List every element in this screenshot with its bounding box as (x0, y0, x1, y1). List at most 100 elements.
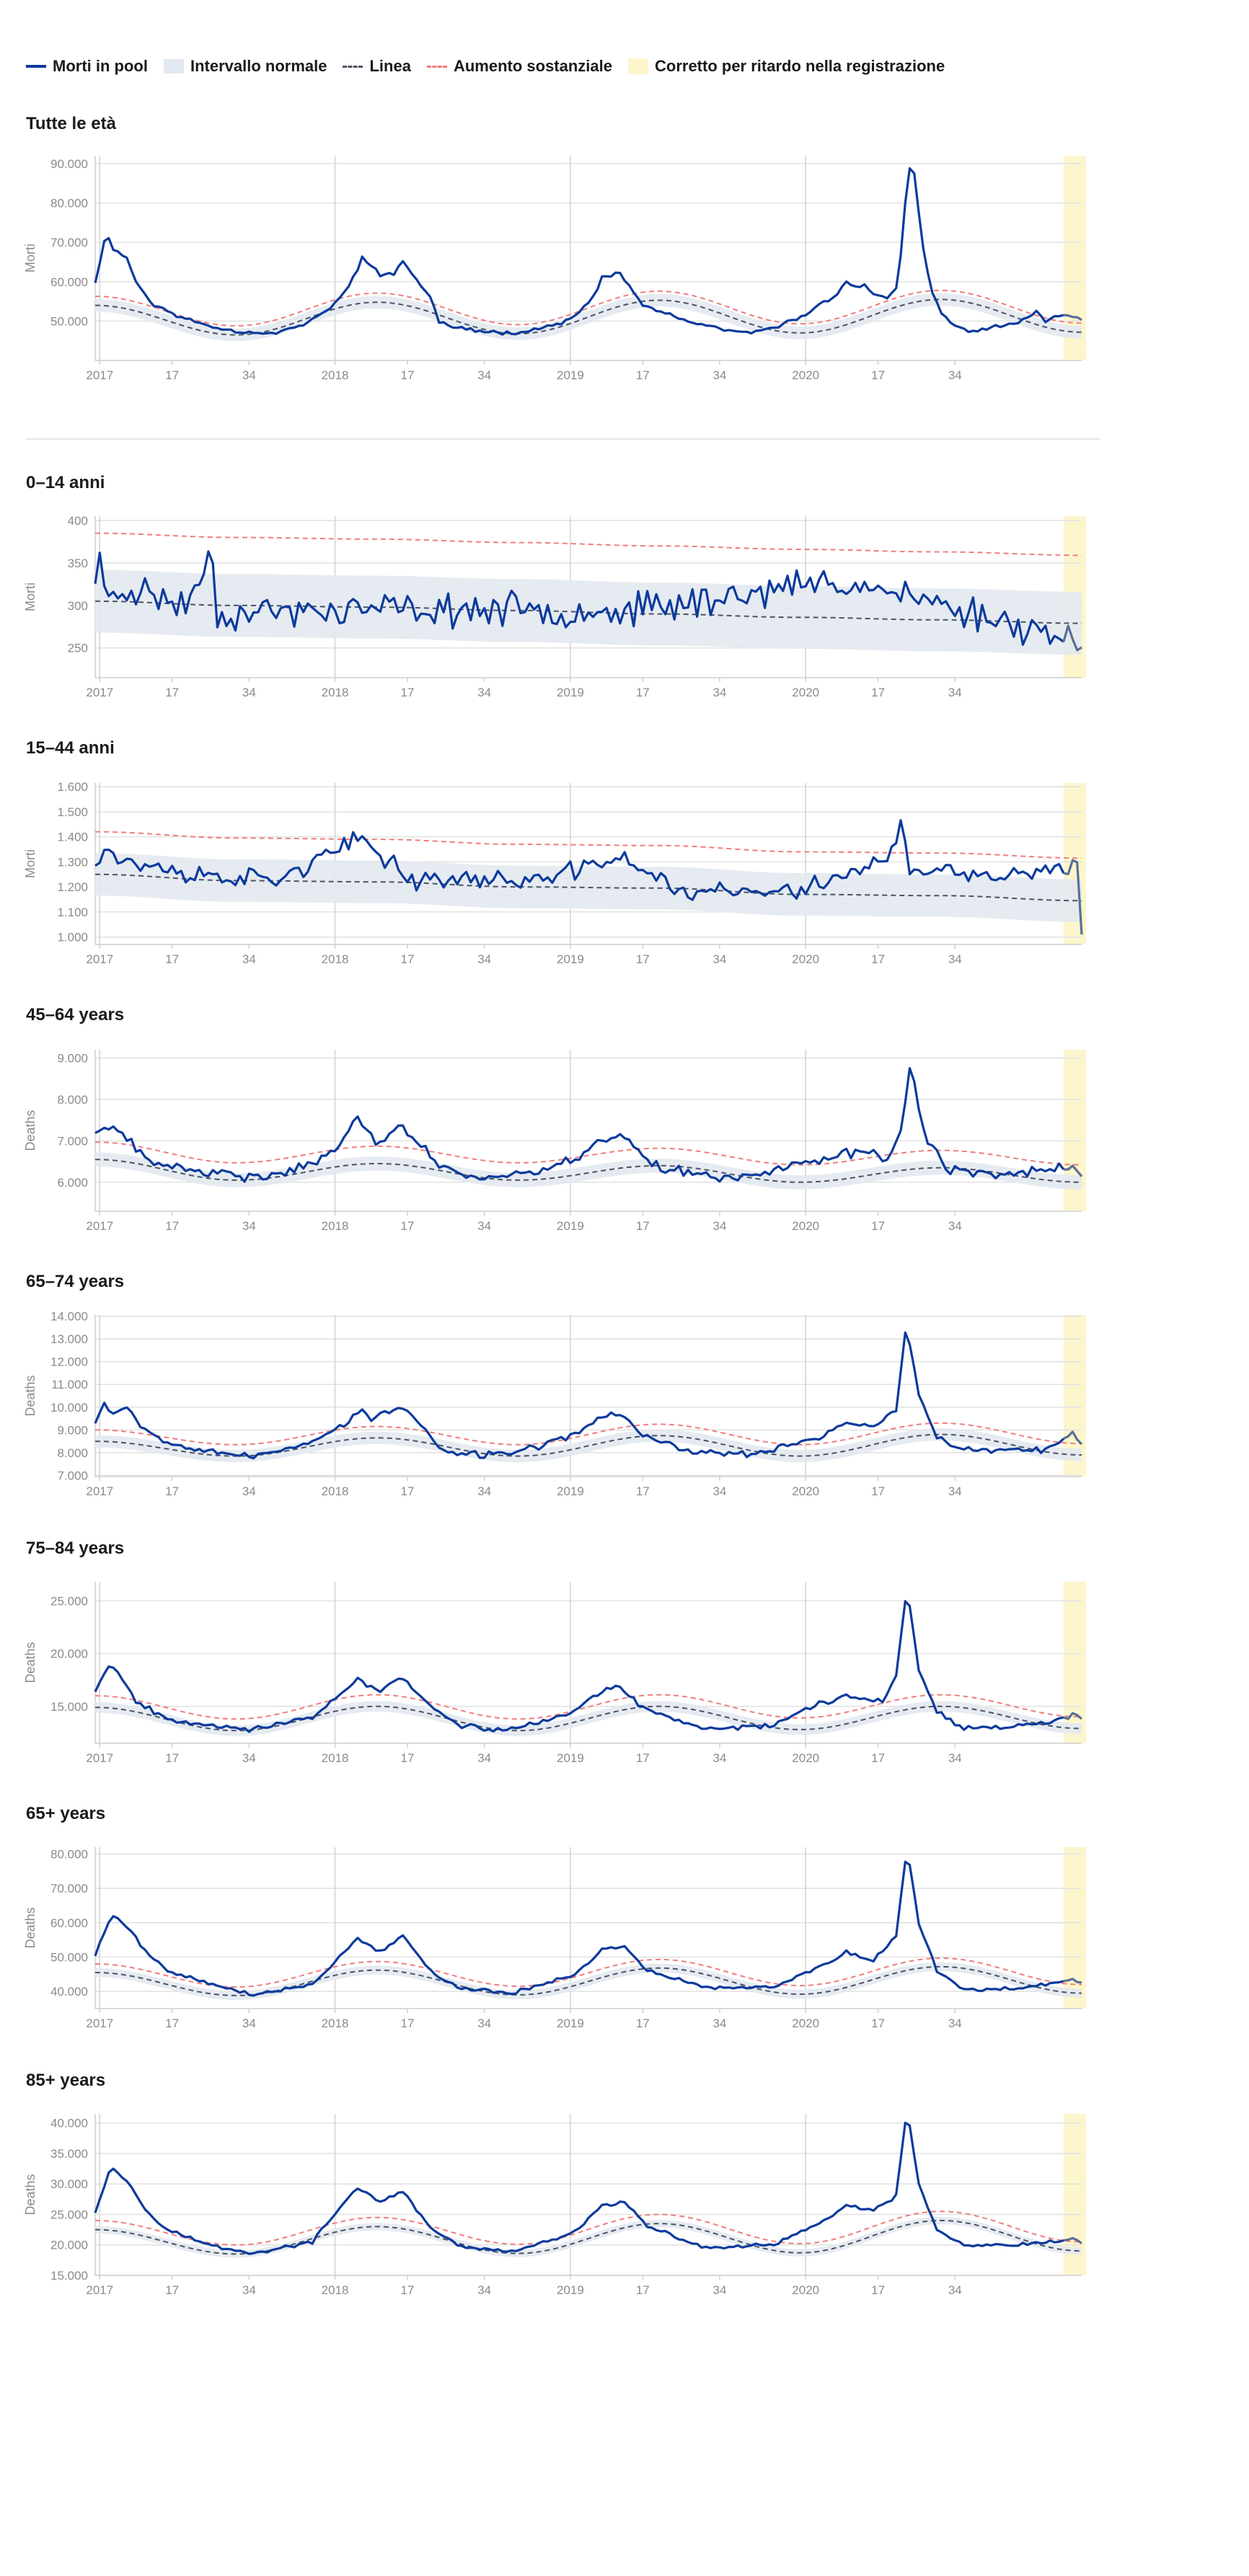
observed-deaths-delay-corrected-line (1063, 1430, 1083, 1446)
y-tick-label: 20.000 (50, 2239, 88, 2252)
x-tick-label: 34 (242, 952, 256, 966)
y-tick-label: 1.000 (57, 931, 88, 944)
y-axis-label: Deaths (23, 1907, 37, 1948)
y-tick-label: 15.000 (50, 2269, 88, 2283)
y-tick-label: 35.000 (50, 2147, 88, 2161)
baseline-line (94, 1705, 1082, 1732)
y-axis-label: Morti (23, 583, 37, 611)
y-tick-label: 300 (68, 599, 88, 613)
x-tick-label: 34 (242, 1751, 256, 1765)
x-tick-label: 34 (948, 686, 962, 699)
x-tick-label: 34 (242, 2283, 256, 2297)
observed-deaths-line (94, 819, 1065, 901)
y-tick-label: 1.500 (57, 805, 88, 819)
legend-label-substantial-increase: Aumento sostanziale (453, 57, 612, 75)
panel-title-65-plus: 65+ years (26, 1804, 106, 1823)
x-tick-label: 17 (636, 1751, 650, 1765)
legend-label-delay-corrected: Corretto per ritardo nella registrazione (655, 57, 945, 75)
x-tick-label: 17 (401, 1219, 415, 1233)
y-tick-label: 1.200 (57, 880, 88, 894)
y-tick-label: 1.300 (57, 855, 88, 869)
legend-item-substantial-increase[interactable]: Aumento sostanziale (426, 57, 612, 76)
x-tick-label: 34 (713, 1751, 727, 1765)
x-tick-label: 17 (636, 1484, 650, 1498)
x-tick-label: 2019 (557, 1751, 584, 1765)
y-tick-label: 20.000 (50, 1647, 88, 1661)
y-tick-label: 70.000 (50, 1882, 88, 1895)
x-tick-label: 17 (871, 2283, 885, 2297)
x-tick-label: 17 (871, 686, 885, 699)
y-tick-label: 400 (68, 514, 88, 528)
x-tick-label: 2020 (792, 2283, 819, 2297)
legend-item-baseline[interactable]: Linea (343, 57, 411, 76)
x-tick-label: 34 (242, 1219, 256, 1233)
x-tick-label: 2020 (792, 2017, 819, 2030)
x-tick-label: 2017 (86, 2017, 113, 2030)
legend-item-normal-range[interactable]: Intervallo normale (163, 57, 327, 76)
observed-deaths-line (94, 1067, 1065, 1183)
chart-75-84: 15.000 20.000 25.000 2017 17 34 2018 17 34 2019 17… (23, 1582, 1086, 1765)
threshold-swatch (426, 65, 447, 68)
observed-deaths-line (94, 1331, 1064, 1460)
x-tick-label: 2018 (322, 2017, 349, 2030)
x-tick-label: 17 (165, 2283, 179, 2297)
y-tick-label: 6.000 (57, 1176, 88, 1190)
normal-range-band (95, 293, 1082, 342)
x-tick-label: 17 (871, 2017, 885, 2030)
y-tick-label: 1.400 (57, 831, 88, 844)
x-tick-label: 17 (401, 952, 415, 966)
observed-deaths-line (94, 167, 1064, 336)
substantial-increase-line (94, 1422, 1082, 1446)
chart-45-64: 6.000 7.000 8.000 9.000 2017 17 34 2018 17 34 2019… (23, 1050, 1086, 1233)
x-tick-label: 34 (948, 952, 962, 966)
x-tick-label: 17 (636, 1219, 650, 1233)
x-tick-label: 2018 (322, 1219, 349, 1233)
x-tick-label: 34 (948, 2017, 962, 2030)
y-tick-label: 7.000 (57, 1134, 88, 1148)
y-tick-label: 250 (68, 642, 88, 655)
observed-deaths-delay-corrected-line (1063, 314, 1082, 322)
y-tick-label: 25.000 (50, 1594, 88, 1608)
x-tick-label: 2019 (557, 686, 584, 699)
legend-item-observed[interactable]: Morti in pool (26, 57, 148, 76)
y-tick-label: 40.000 (50, 2117, 88, 2130)
panel-title-65-74: 65–74 years (26, 1272, 125, 1291)
y-tick-label: 8.000 (57, 1093, 88, 1107)
y-tick-label: 80.000 (50, 1848, 88, 1862)
y-tick-label: 60.000 (50, 1916, 88, 1930)
y-tick-label: 350 (68, 557, 88, 570)
chart-85-plus: 15.000 20.000 25.000 30.000 35.000 40.000 2017… (23, 2114, 1086, 2297)
x-tick-label: 34 (948, 2283, 962, 2297)
chart-65-74: 7.000 8.000 9.000 10.000 11.000 12.000 13.000 1… (23, 1310, 1086, 1498)
x-tick-label: 2019 (557, 1484, 584, 1498)
baseline-line (94, 1159, 1082, 1183)
observed-deaths-delay-corrected-line (1063, 1712, 1083, 1720)
chart-65-plus: 40.000 50.000 60.000 70.000 80.000 2017 17 34 20… (23, 1847, 1086, 2030)
x-tick-label: 34 (713, 686, 727, 699)
y-tick-label: 7.000 (57, 1469, 88, 1482)
x-tick-label: 17 (636, 686, 650, 699)
x-tick-label: 34 (477, 1751, 491, 1765)
y-axis-label: Deaths (23, 1110, 37, 1151)
x-tick-label: 17 (871, 1219, 885, 1233)
x-tick-label: 17 (871, 368, 885, 382)
panel-title-0-14: 0–14 anni (26, 473, 105, 492)
y-axis-label: Deaths (23, 2174, 37, 2215)
x-tick-label: 17 (401, 368, 415, 382)
baseline-line (95, 873, 1082, 902)
delay-corrected-swatch (628, 58, 648, 74)
legend-item-delay-corrected[interactable]: Corretto per ritardo nella registrazione (628, 57, 945, 76)
substantial-increase-line (94, 1694, 1082, 1720)
x-tick-label: 2017 (86, 1219, 113, 1233)
x-tick-label: 34 (477, 2017, 491, 2030)
normal-range-band (95, 1152, 1082, 1190)
substantial-increase-line (94, 1957, 1082, 1988)
substantial-increase-line (94, 289, 1082, 327)
legend: Morti in pool Intervallo normale Linea A… (26, 52, 945, 81)
x-tick-label: 2017 (86, 368, 113, 382)
y-tick-label: 30.000 (50, 2177, 88, 2191)
observed-deaths-delay-corrected-line (1063, 859, 1083, 935)
y-tick-label: 1.600 (57, 780, 88, 794)
x-tick-label: 17 (165, 1751, 179, 1765)
x-tick-label: 17 (636, 368, 650, 382)
